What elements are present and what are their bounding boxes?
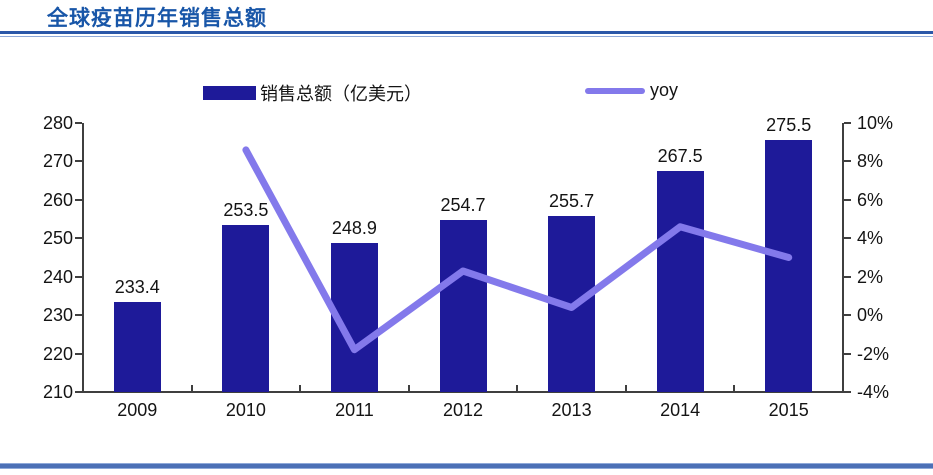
sales-bar-value-label: 267.5	[657, 146, 703, 167]
x-axis-tick	[733, 385, 736, 392]
left-axis-tick	[75, 237, 82, 240]
x-axis-tick	[407, 385, 410, 392]
sales-bar	[222, 224, 270, 392]
right-axis-tick	[844, 122, 851, 124]
left-axis-tick	[75, 391, 82, 393]
right-axis-tick-label: -2%	[857, 343, 890, 364]
left-axis-tick	[75, 160, 82, 163]
bottom-divider-rule	[0, 463, 933, 469]
left-axis-tick	[75, 122, 82, 124]
x-axis-category-label: 2015	[768, 400, 809, 420]
chart-title: 全球疫苗历年销售总额	[47, 6, 267, 30]
sales-bar-value-label: 233.4	[114, 277, 160, 298]
x-axis-category-label: 2012	[442, 400, 484, 420]
sales-bar	[113, 302, 161, 392]
left-axis-tick-label: 260	[42, 189, 73, 210]
sales-bar-value-label: 254.7	[440, 195, 486, 216]
right-axis-tick-label: 8%	[857, 151, 884, 172]
x-axis-tick	[82, 385, 84, 392]
left-axis-tick	[75, 352, 82, 355]
x-axis-line	[82, 391, 844, 393]
x-axis-category-label: 2010	[225, 400, 266, 420]
left-axis-tick-label: 250	[42, 228, 73, 249]
legend-item-yoy: yoy	[585, 80, 678, 101]
left-axis-line	[82, 123, 84, 393]
left-axis-tick-label: 210	[42, 382, 73, 402]
yoy-line	[242, 146, 793, 354]
right-axis-tick-label: 4%	[857, 228, 884, 249]
right-axis-tick	[844, 391, 851, 393]
sales-bar-value-label: 255.7	[549, 191, 595, 212]
bar-series-swatch	[203, 86, 256, 100]
right-axis-tick	[844, 237, 851, 240]
x-axis-tick	[842, 385, 844, 392]
sales-bar	[439, 220, 487, 392]
sales-bar-value-label: 248.9	[331, 217, 377, 238]
left-axis-tick	[75, 314, 82, 317]
yoy-line-chart	[242, 146, 793, 354]
sales-bar-value-label: 253.5	[223, 199, 269, 220]
x-axis-category-label: 2011	[335, 400, 374, 420]
x-axis-category-label: 2014	[660, 400, 701, 420]
left-axis-tick-label: 220	[42, 343, 73, 364]
title-underline-rule	[0, 31, 933, 37]
sales-bar	[656, 171, 704, 392]
left-axis-tick-label: 240	[42, 266, 73, 287]
chart-legend: 销售总额（亿美元） yoy	[0, 80, 933, 104]
right-axis-tick-label: -4%	[857, 382, 890, 402]
left-axis-tick	[75, 198, 82, 201]
x-axis-tick	[299, 385, 302, 392]
x-axis-tick	[516, 385, 519, 392]
x-axis-category-label: 2013	[551, 400, 592, 420]
legend-item-sales: 销售总额（亿美元）	[203, 80, 422, 106]
x-axis-tick	[624, 385, 627, 392]
right-axis-tick-label: 6%	[857, 189, 884, 210]
right-axis-tick	[844, 314, 851, 317]
right-axis-line	[842, 123, 844, 393]
right-axis-tick	[844, 160, 851, 163]
right-axis-tick-label: 0%	[857, 305, 884, 326]
right-axis-tick	[844, 275, 851, 278]
line-series-swatch	[585, 87, 645, 94]
right-axis-tick	[844, 198, 851, 201]
sales-bar-value-label: 275.5	[766, 115, 812, 136]
right-axis-tick	[844, 352, 851, 355]
plot-area: 280 270 260 250 240 230 220 210 10% 8% 6% 4% 2% 0% -2%…	[43, 113, 893, 420]
left-axis-tick-label: 280	[42, 113, 73, 133]
sales-bar	[765, 140, 813, 392]
x-axis-category-label: 2009	[117, 400, 158, 420]
legend-label-yoy: yoy	[650, 80, 679, 100]
x-axis-tick	[190, 385, 193, 392]
left-axis-tick-label: 270	[42, 151, 73, 172]
right-axis-tick-label: 10%	[857, 113, 894, 133]
legend-label-sales: 销售总额（亿美元）	[260, 84, 422, 104]
left-axis-tick	[75, 275, 82, 278]
right-axis-tick-label: 2%	[857, 266, 884, 287]
left-axis-tick-label: 230	[42, 305, 73, 326]
